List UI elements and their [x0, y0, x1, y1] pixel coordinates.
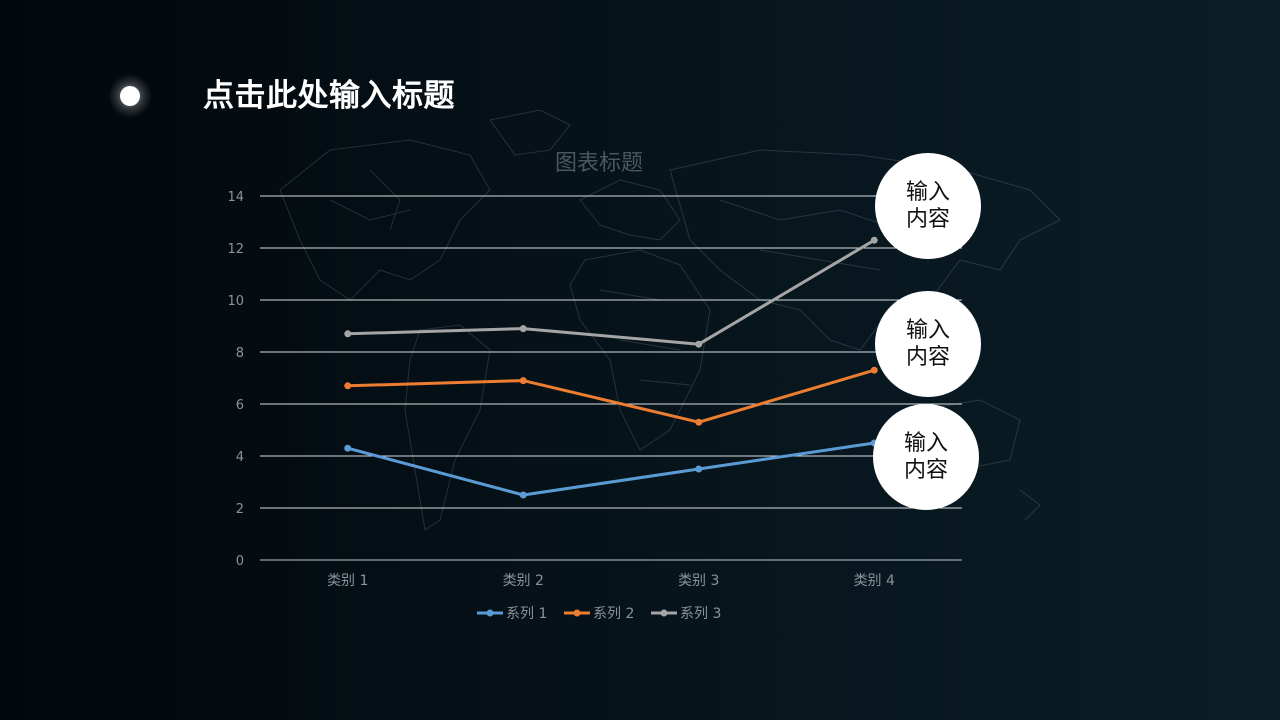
y-tick-label: 2: [236, 502, 244, 517]
data-point: [519, 491, 527, 499]
callout-text: 输入内容: [905, 318, 950, 370]
legend-label: 系列 3: [680, 606, 721, 622]
y-tick-label: 14: [227, 190, 244, 205]
legend-marker: [486, 609, 494, 617]
chart-title: 图表标题: [555, 151, 643, 176]
title-bullet-icon: [108, 74, 152, 118]
y-axis: 0 2 4 6 8 10 12 14: [227, 190, 244, 569]
data-point: [695, 340, 703, 348]
y-tick-label: 10: [227, 294, 244, 309]
data-point: [344, 444, 352, 452]
legend[interactable]: 系列 1 系列 2 系列 3: [477, 606, 721, 622]
y-tick-label: 4: [236, 450, 244, 465]
callout-bubble[interactable]: 输入内容: [873, 404, 979, 510]
x-category-label: 类别 4: [854, 573, 895, 589]
data-point: [870, 236, 878, 244]
gridlines: [260, 195, 962, 561]
data-point: [695, 465, 703, 473]
x-category-label: 类别 3: [678, 573, 719, 589]
legend-item[interactable]: 系列 2: [564, 606, 634, 622]
series-line: [346, 238, 876, 346]
callout-text: 输入内容: [905, 180, 950, 232]
legend-marker: [660, 609, 668, 617]
y-tick-label: 0: [236, 554, 244, 569]
callout-bubble[interactable]: 输入内容: [875, 153, 981, 259]
y-tick-label: 8: [236, 346, 244, 361]
series-line: [346, 368, 876, 424]
data-point: [870, 366, 878, 374]
data-point: [519, 377, 527, 385]
data-point: [695, 418, 703, 426]
callout-bubble[interactable]: 输入内容: [875, 291, 981, 397]
callout-text: 输入内容: [903, 431, 948, 483]
series-lines: [344, 236, 878, 499]
legend-marker: [573, 609, 581, 617]
data-point: [344, 382, 352, 390]
legend-item[interactable]: 系列 3: [651, 606, 721, 622]
y-tick-label: 12: [227, 242, 244, 257]
legend-label: 系列 1: [506, 606, 547, 622]
y-tick-label: 6: [236, 398, 244, 413]
world-map-background: [279, 110, 1061, 531]
x-axis: 类别 1 类别 2 类别 3 类别 4: [327, 573, 895, 589]
slide-title[interactable]: 点击此处输入标题: [203, 78, 455, 114]
series-line: [346, 441, 876, 497]
x-category-label: 类别 1: [327, 573, 368, 589]
legend-item[interactable]: 系列 1: [477, 606, 547, 622]
x-category-label: 类别 2: [503, 573, 544, 589]
data-point: [344, 330, 352, 338]
legend-label: 系列 2: [593, 606, 634, 622]
data-point: [519, 325, 527, 333]
